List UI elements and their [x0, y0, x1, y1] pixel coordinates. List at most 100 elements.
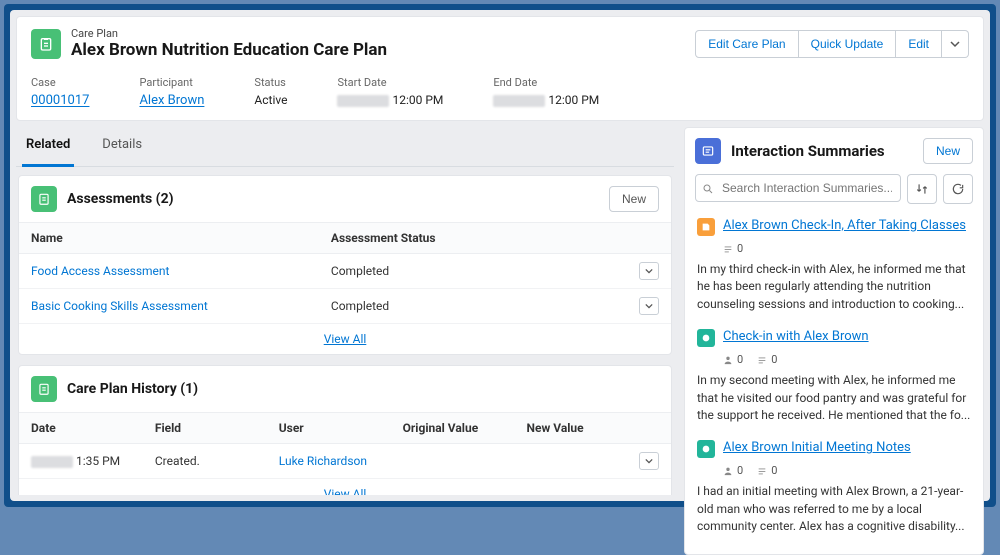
- interactions-panel: Interaction Summaries New: [684, 127, 984, 555]
- field-start-date: Start Date 12:00 PM: [337, 76, 443, 108]
- quick-update-button[interactable]: Quick Update: [799, 30, 897, 58]
- field-case: Case 00001017: [31, 76, 89, 108]
- field-end-date-value: 12:00 PM: [493, 93, 599, 107]
- summary-tasks-count: 0: [737, 242, 743, 255]
- summary-body: In my second meeting with Alex, he infor…: [697, 372, 971, 424]
- history-orig: [391, 444, 515, 479]
- tabs-bar: Related Details: [16, 127, 674, 167]
- summary-link[interactable]: Alex Brown Initial Meeting Notes: [723, 440, 911, 455]
- field-start-date-value: 12:00 PM: [337, 93, 443, 107]
- object-label: Care Plan: [71, 27, 387, 40]
- assessments-new-button[interactable]: New: [609, 186, 659, 212]
- table-row: 1:35 PM Created. Luke Richardson: [19, 444, 671, 479]
- participant-link[interactable]: Alex Brown: [139, 93, 204, 108]
- interactions-icon: [695, 138, 721, 164]
- summary-link[interactable]: Check-in with Alex Brown: [723, 329, 869, 344]
- summary-body: I had an initial meeting with Alex Brown…: [697, 483, 971, 535]
- history-new: [515, 444, 628, 479]
- col-date: Date: [19, 413, 143, 444]
- col-orig: Original Value: [391, 413, 515, 444]
- chevron-down-icon: [645, 457, 653, 465]
- field-end-date-label: End Date: [493, 76, 599, 89]
- tasks-icon: [723, 244, 733, 254]
- note-icon: [697, 218, 715, 236]
- edit-care-plan-button[interactable]: Edit Care Plan: [695, 30, 798, 58]
- tasks-icon: [757, 466, 767, 476]
- tab-related[interactable]: Related: [22, 127, 74, 167]
- person-icon: [723, 355, 733, 365]
- field-participant-label: Participant: [139, 76, 204, 89]
- header-actions: Edit Care Plan Quick Update Edit: [695, 30, 969, 58]
- row-menu-button[interactable]: [639, 262, 659, 280]
- tasks-icon: [757, 355, 767, 365]
- assessments-icon: [31, 186, 57, 212]
- end-date-time: 12:00 PM: [548, 93, 599, 107]
- history-date: 1:35 PM: [19, 444, 143, 479]
- history-field: Created.: [143, 444, 267, 479]
- chevron-down-icon: [645, 302, 653, 310]
- assessments-table: Name Assessment Status Food Access Asses…: [19, 222, 671, 324]
- interactions-new-button[interactable]: New: [923, 138, 973, 164]
- row-menu-button[interactable]: [639, 452, 659, 470]
- search-icon: [702, 183, 714, 195]
- search-input[interactable]: [695, 174, 901, 202]
- summary-tasks-count: 0: [771, 464, 777, 477]
- assessment-status: Completed: [319, 254, 627, 289]
- summaries-list: Alex Brown Check-In, After Taking Classe…: [695, 214, 973, 548]
- tab-details[interactable]: Details: [98, 127, 146, 167]
- row-menu-button[interactable]: [639, 297, 659, 315]
- col-name: Name: [19, 223, 319, 254]
- note-icon: [697, 440, 715, 458]
- chevron-down-icon: [645, 267, 653, 275]
- refresh-icon: [951, 182, 965, 196]
- history-title: Care Plan History (1): [67, 381, 198, 397]
- sort-icon: [915, 182, 929, 196]
- start-date-time: 12:00 PM: [392, 93, 443, 107]
- col-new: New Value: [515, 413, 628, 444]
- history-user-link[interactable]: Luke Richardson: [279, 454, 367, 468]
- record-title: Alex Brown Nutrition Education Care Plan: [71, 40, 387, 60]
- summary-people-count: 0: [737, 353, 743, 366]
- table-row: Basic Cooking Skills Assessment Complete…: [19, 289, 671, 324]
- col-user: User: [267, 413, 391, 444]
- col-status: Assessment Status: [319, 223, 627, 254]
- assessment-link[interactable]: Basic Cooking Skills Assessment: [31, 299, 208, 313]
- summary-item: Alex Brown Initial Meeting Notes 0 0 I h…: [695, 436, 973, 547]
- field-participant: Participant Alex Brown: [139, 76, 204, 108]
- record-header: Care Plan Alex Brown Nutrition Education…: [16, 16, 984, 121]
- summary-item: Check-in with Alex Brown 0 0 In my secon…: [695, 325, 973, 436]
- table-row: Food Access Assessment Completed: [19, 254, 671, 289]
- summary-body: In my third check-in with Alex, he infor…: [697, 261, 971, 313]
- history-table: Date Field User Original Value New Value: [19, 412, 671, 479]
- sort-button[interactable]: [907, 174, 937, 204]
- assessment-status: Completed: [319, 289, 627, 324]
- interactions-title: Interaction Summaries: [731, 142, 885, 160]
- field-status-value: Active: [254, 93, 287, 107]
- summary-people-count: 0: [737, 464, 743, 477]
- history-icon: [31, 376, 57, 402]
- summary-link[interactable]: Alex Brown Check-In, After Taking Classe…: [723, 218, 966, 233]
- summary-tasks-count: 0: [771, 353, 777, 366]
- assessment-link[interactable]: Food Access Assessment: [31, 264, 169, 278]
- more-actions-button[interactable]: [942, 30, 969, 58]
- refresh-button[interactable]: [943, 174, 973, 204]
- field-start-date-label: Start Date: [337, 76, 443, 89]
- col-field: Field: [143, 413, 267, 444]
- summary-item: Alex Brown Check-In, After Taking Classe…: [695, 214, 973, 325]
- field-end-date: End Date 12:00 PM: [493, 76, 599, 108]
- history-card: Care Plan History (1) Date Field User Or…: [18, 365, 672, 495]
- assessments-view-all[interactable]: View All: [324, 332, 367, 346]
- field-status-label: Status: [254, 76, 287, 89]
- chevron-down-icon: [950, 39, 960, 49]
- edit-button[interactable]: Edit: [896, 30, 942, 58]
- person-icon: [723, 466, 733, 476]
- field-case-label: Case: [31, 76, 89, 89]
- history-view-all[interactable]: View All: [324, 487, 367, 495]
- field-status: Status Active: [254, 76, 287, 108]
- case-link[interactable]: 00001017: [31, 93, 89, 108]
- assessments-card: Assessments (2) New Name Assessment Stat…: [18, 175, 672, 355]
- note-icon: [697, 329, 715, 347]
- assessments-title: Assessments (2): [67, 191, 174, 207]
- care-plan-icon: [31, 29, 61, 59]
- search-box: [695, 174, 901, 204]
